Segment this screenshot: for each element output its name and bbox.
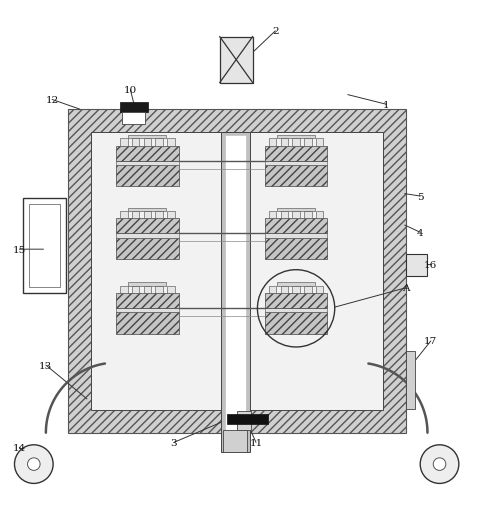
Bar <box>265 147 327 162</box>
Bar <box>29 205 60 287</box>
Bar <box>132 139 140 147</box>
Bar <box>237 411 251 431</box>
Bar <box>424 460 455 474</box>
Circle shape <box>28 458 40 470</box>
Bar <box>128 208 166 211</box>
Bar <box>292 286 300 294</box>
Bar <box>227 414 268 424</box>
Bar <box>277 208 315 211</box>
Bar <box>143 139 151 147</box>
Text: 13: 13 <box>39 361 53 370</box>
Bar <box>128 283 166 286</box>
Bar <box>167 286 174 294</box>
Bar <box>116 147 179 162</box>
Text: 11: 11 <box>249 438 263 447</box>
Text: 17: 17 <box>424 337 438 346</box>
Bar <box>220 38 253 83</box>
Bar <box>223 431 247 452</box>
Text: 10: 10 <box>124 86 137 95</box>
Bar <box>167 211 174 219</box>
Bar <box>281 211 288 219</box>
Text: 1: 1 <box>383 101 390 109</box>
Bar <box>116 294 179 309</box>
Bar <box>122 112 145 124</box>
Bar <box>116 234 179 238</box>
Bar <box>91 133 383 410</box>
Bar <box>120 286 128 294</box>
Bar <box>116 219 179 234</box>
Bar <box>304 286 312 294</box>
Bar <box>155 211 163 219</box>
Bar <box>292 139 300 147</box>
Bar <box>277 283 315 286</box>
Bar <box>120 139 128 147</box>
Bar <box>265 313 327 334</box>
Bar <box>265 162 327 166</box>
Bar <box>155 139 163 147</box>
Bar <box>132 286 140 294</box>
Bar <box>265 234 327 238</box>
Bar <box>265 219 327 234</box>
Bar <box>68 110 406 433</box>
Bar <box>132 211 140 219</box>
Circle shape <box>14 445 53 484</box>
Text: 15: 15 <box>13 245 26 254</box>
Bar <box>143 286 151 294</box>
Bar <box>269 139 276 147</box>
Bar <box>128 136 166 139</box>
Text: 16: 16 <box>424 261 438 270</box>
Bar <box>155 286 163 294</box>
Text: 2: 2 <box>272 27 279 36</box>
Bar <box>167 139 174 147</box>
Bar <box>120 103 148 114</box>
Text: 3: 3 <box>170 438 177 447</box>
Bar <box>304 139 312 147</box>
Bar <box>116 238 179 259</box>
Bar <box>316 211 323 219</box>
Text: 14: 14 <box>13 443 26 452</box>
Bar <box>277 136 315 139</box>
Bar <box>23 199 66 293</box>
Bar <box>18 460 49 474</box>
Bar <box>304 211 312 219</box>
Text: A: A <box>402 284 410 293</box>
Bar <box>116 162 179 166</box>
Bar <box>265 166 327 187</box>
Bar <box>406 254 427 276</box>
Bar <box>143 211 151 219</box>
Bar <box>116 309 179 313</box>
Bar <box>281 139 288 147</box>
Bar <box>316 139 323 147</box>
Text: 5: 5 <box>417 192 424 201</box>
Circle shape <box>433 458 446 470</box>
Bar <box>265 309 327 313</box>
Bar <box>292 211 300 219</box>
Bar <box>116 166 179 187</box>
Bar <box>269 211 276 219</box>
Bar <box>265 238 327 259</box>
Bar <box>120 211 128 219</box>
Bar <box>406 351 415 409</box>
Bar <box>316 286 323 294</box>
Text: 4: 4 <box>417 229 424 237</box>
Bar <box>281 286 288 294</box>
Bar <box>269 286 276 294</box>
Bar <box>116 313 179 334</box>
Bar <box>225 135 246 450</box>
Bar <box>265 294 327 309</box>
Text: 12: 12 <box>45 96 59 105</box>
Bar <box>221 133 250 452</box>
Circle shape <box>420 445 459 484</box>
